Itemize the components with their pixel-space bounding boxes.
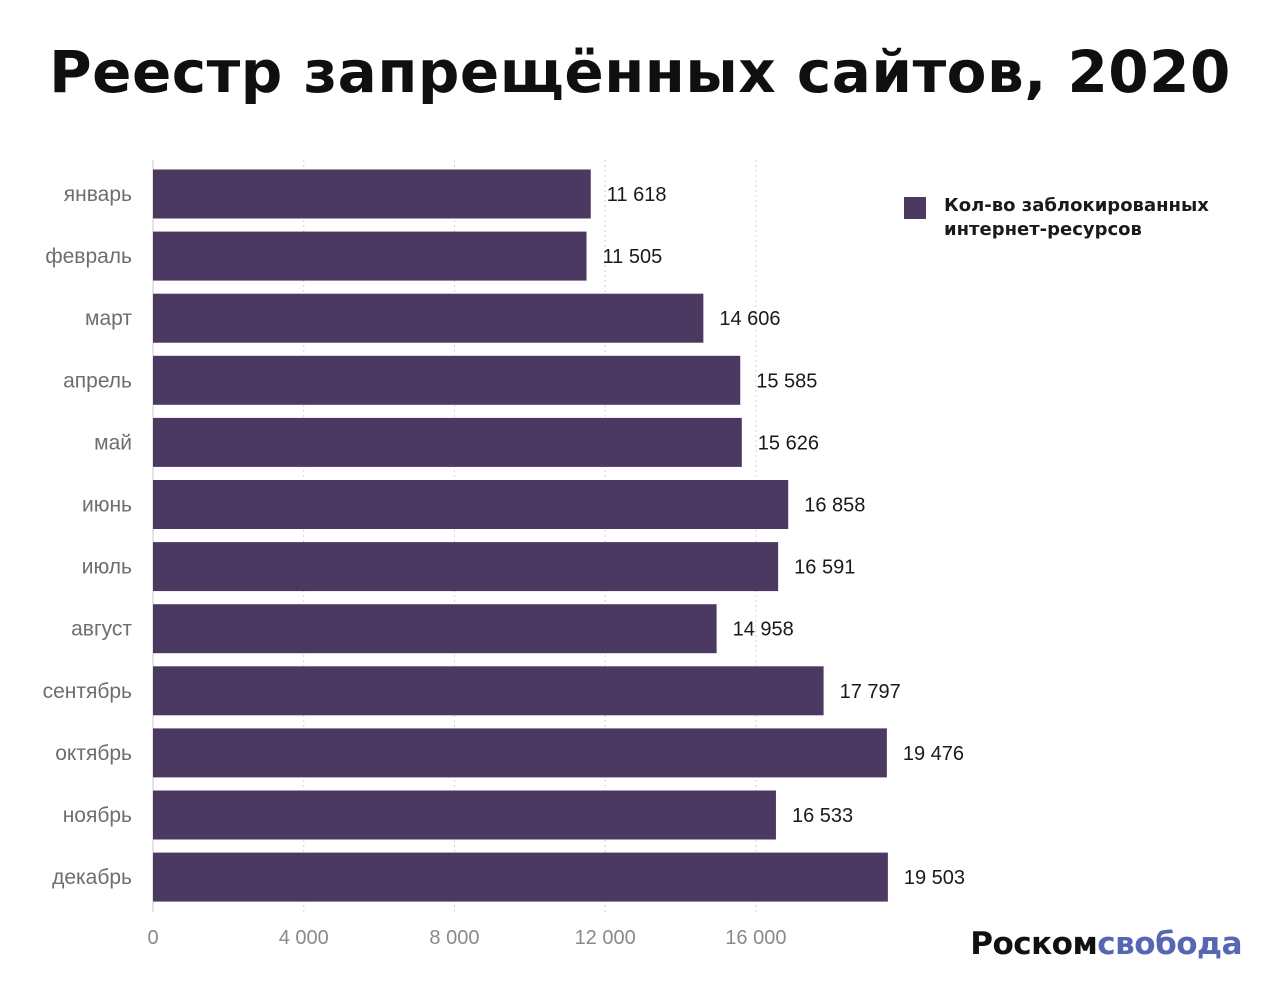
bar bbox=[153, 852, 888, 902]
x-tick-label: 4 000 bbox=[279, 927, 329, 949]
bar bbox=[153, 604, 717, 654]
brand-logo-part1: Роском bbox=[970, 926, 1098, 962]
legend-swatch bbox=[904, 197, 926, 219]
data-label: 11 505 bbox=[603, 246, 663, 268]
data-label: 17 797 bbox=[840, 681, 901, 703]
category-label: июль bbox=[82, 556, 132, 579]
data-label: 16 858 bbox=[804, 495, 865, 517]
bar bbox=[153, 293, 704, 343]
data-label: 19 476 bbox=[903, 743, 964, 765]
data-label: 15 585 bbox=[756, 370, 817, 392]
category-label: апрель bbox=[63, 369, 132, 392]
data-label: 14 606 bbox=[719, 308, 780, 330]
bar bbox=[153, 480, 789, 529]
bar bbox=[153, 417, 742, 467]
x-tick-label: 8 000 bbox=[429, 927, 479, 949]
data-label: 15 626 bbox=[758, 432, 819, 454]
bars bbox=[153, 169, 888, 902]
x-tick-label: 12 000 bbox=[575, 927, 636, 949]
category-label: август bbox=[71, 618, 132, 641]
category-label: январь bbox=[64, 183, 132, 206]
category-label: ноябрь bbox=[63, 804, 132, 827]
bar bbox=[153, 231, 587, 281]
bar bbox=[153, 666, 824, 716]
data-label: 19 503 bbox=[904, 867, 965, 889]
category-label: июнь bbox=[82, 494, 132, 517]
data-label: 11 618 bbox=[607, 184, 667, 206]
data-label: 14 958 bbox=[733, 619, 794, 641]
data-label: 16 533 bbox=[792, 805, 853, 827]
x-tick-label: 16 000 bbox=[725, 927, 786, 949]
labels: 0 4 000 8 000 12 000 16 000 январь 11 618 февра… bbox=[43, 183, 965, 949]
chart-title: Реестр запрещённых сайтов, 2020 bbox=[49, 38, 1231, 106]
bar bbox=[153, 169, 591, 219]
category-label: декабрь bbox=[52, 866, 132, 889]
category-label: март bbox=[85, 307, 132, 330]
category-label: май bbox=[94, 431, 132, 454]
legend-label: Кол-во заблокированных интернет-ресурсов bbox=[944, 195, 1209, 240]
category-label: февраль bbox=[45, 245, 132, 268]
bar bbox=[153, 542, 779, 592]
category-label: октябрь bbox=[55, 742, 132, 765]
category-label: сентябрь bbox=[43, 680, 132, 703]
brand-logo: Роскомсвобода bbox=[970, 926, 1242, 962]
data-label: 16 591 bbox=[794, 557, 855, 579]
brand-logo-part2: свобода bbox=[1097, 926, 1242, 962]
bar bbox=[153, 790, 776, 840]
legend: Кол-во заблокированных интернет-ресурсов bbox=[904, 194, 1234, 242]
bar bbox=[153, 728, 887, 778]
grid-lines bbox=[152, 160, 757, 912]
bar bbox=[153, 355, 741, 405]
x-tick-label: 0 bbox=[147, 927, 158, 949]
